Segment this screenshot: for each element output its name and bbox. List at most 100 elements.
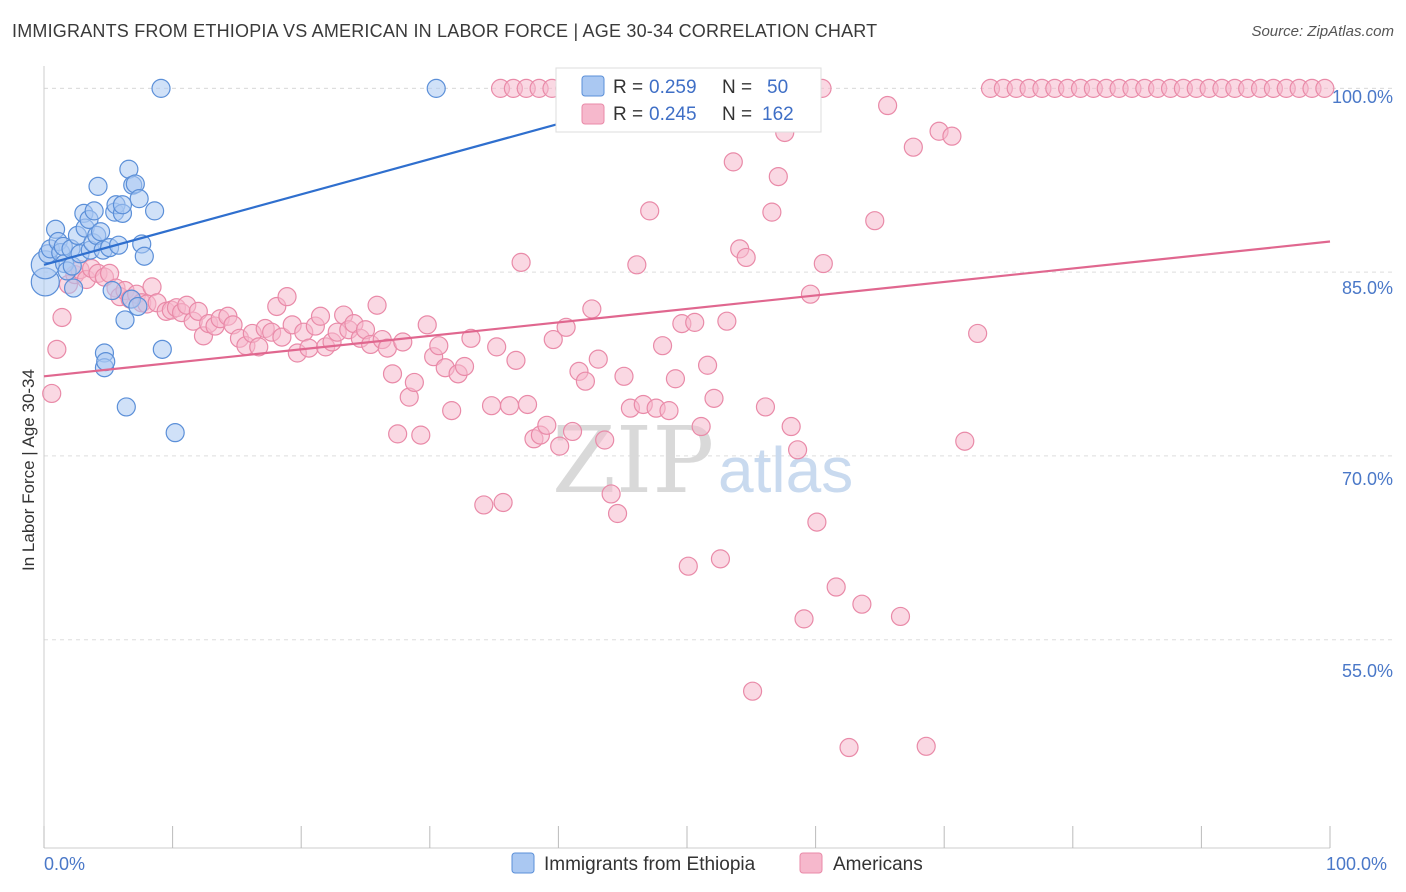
americans-point [955, 431, 975, 451]
legend-r-label-2: R = [613, 104, 643, 125]
americans-point [550, 436, 570, 456]
americans-point [601, 484, 621, 504]
y-tick-label-85: 85.0% [1342, 278, 1393, 298]
ethiopia-point [90, 222, 111, 242]
americans-point [852, 594, 872, 614]
americans-point [537, 415, 557, 435]
americans-point [493, 492, 513, 513]
ethiopia-point [129, 189, 149, 209]
americans-point [691, 416, 711, 437]
americans-point [704, 388, 724, 408]
americans-point [640, 201, 660, 221]
americans-points [42, 78, 1335, 758]
ethiopia-point [96, 351, 116, 372]
bottom-legend-swatch-ethiopia [511, 852, 535, 874]
americans-point [42, 383, 62, 404]
americans-point [52, 307, 72, 328]
americans-point [614, 366, 634, 386]
americans-point [595, 430, 615, 450]
americans-point [454, 356, 475, 377]
ethiopia-point [134, 246, 154, 266]
americans-point [506, 350, 526, 370]
legend-r-value-2: 0.245 [649, 104, 697, 125]
americans-point [890, 606, 911, 627]
americans-point [575, 371, 596, 391]
ethiopia-point [88, 176, 108, 196]
ethiopia-point [151, 78, 171, 98]
ethiopia-trend-line [43, 122, 559, 266]
ethiopia-point [426, 78, 446, 98]
americans-point [839, 737, 859, 758]
legend-n-label-1: N = [722, 77, 752, 98]
y-tick-label-100: 100.0% [1332, 87, 1393, 107]
americans-point [249, 337, 269, 357]
legend-r-value-1: 0.259 [649, 77, 697, 98]
americans-point [487, 337, 507, 357]
americans-point [768, 166, 788, 187]
americans-point [826, 577, 846, 597]
americans-point [417, 315, 437, 335]
americans-point [582, 299, 602, 319]
y-tick-label-70: 70.0% [1342, 469, 1393, 489]
axes-layer [43, 66, 1331, 849]
americans-point [665, 369, 686, 389]
bottom-legend-swatch-americans [799, 852, 823, 874]
americans-point [717, 311, 737, 331]
americans-point [710, 549, 731, 569]
americans-point [429, 336, 449, 356]
americans-point [878, 95, 898, 116]
americans-point [277, 287, 297, 307]
chart-title: IMMIGRANTS FROM ETHIOPIA VS AMERICAN IN … [12, 21, 878, 41]
ethiopia-point [63, 278, 84, 298]
bottom-legend: Immigrants from Ethiopia Americans [511, 852, 923, 875]
ethiopia-point [128, 296, 148, 317]
watermark-atlas: atlas [718, 434, 853, 506]
americans-point [968, 323, 988, 344]
legend-n-value-1: 50 [767, 77, 788, 98]
americans-point [588, 349, 608, 369]
americans-point [442, 401, 462, 421]
americans-point [755, 397, 776, 417]
americans-point [697, 355, 718, 375]
ethiopia-point [116, 397, 136, 417]
americans-point [474, 495, 494, 515]
y-axis-label: In Labor Force | Age 30-34 [19, 369, 38, 571]
legend-r-label-1: R = [613, 77, 643, 98]
americans-point [736, 247, 756, 268]
americans-point [142, 277, 162, 297]
americans-point [272, 327, 292, 347]
americans-point [652, 336, 673, 356]
americans-point [685, 312, 705, 332]
americans-point [517, 394, 538, 415]
ethiopia-point [115, 310, 135, 330]
legend-n-value-2: 162 [762, 104, 794, 125]
americans-point [188, 301, 208, 321]
ethiopia-point [152, 339, 172, 359]
trend-lines [43, 122, 1331, 378]
americans-point [813, 253, 833, 274]
americans-point [794, 609, 814, 629]
americans-point [1315, 78, 1335, 98]
americans-point [393, 332, 413, 352]
bottom-legend-label-americans: Americans [833, 854, 923, 875]
americans-point [678, 556, 698, 576]
americans-point [367, 295, 387, 315]
americans-point [511, 252, 531, 272]
americans-point [787, 440, 808, 460]
americans-point [607, 503, 628, 524]
ethiopia-point [144, 201, 165, 221]
americans-point [903, 137, 923, 157]
americans-point [310, 306, 331, 326]
americans-point [762, 202, 782, 222]
legend-swatch-ethiopia [581, 75, 605, 97]
americans-point [543, 329, 563, 350]
americans-point [382, 364, 403, 384]
ethiopia-point [112, 195, 133, 215]
americans-point [481, 396, 502, 416]
americans-point [742, 681, 763, 701]
ethiopia-point [84, 201, 104, 221]
americans-point [865, 211, 885, 231]
source-label: Source: ZipAtlas.com [1251, 23, 1394, 40]
ethiopia-point [165, 423, 185, 443]
